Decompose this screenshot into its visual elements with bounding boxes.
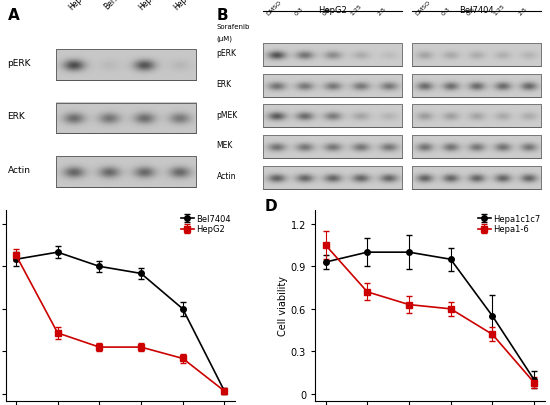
Bar [412,136,541,159]
Bar [263,44,402,67]
Legend: Bel7404, HepG2: Bel7404, HepG2 [181,214,230,234]
Text: 2.5: 2.5 [377,6,388,17]
Text: Bel7404: Bel7404 [459,6,494,15]
Text: Actin: Actin [217,171,236,180]
Text: Sorafenib: Sorafenib [217,24,250,30]
Bar [412,166,541,189]
Text: Actin: Actin [8,166,30,175]
Text: 1.25: 1.25 [349,4,362,17]
Bar [412,105,541,128]
Text: DMSO: DMSO [266,0,283,17]
Text: 0.3: 0.3 [294,6,304,17]
Text: HepG2: HepG2 [318,6,347,15]
Bar [412,166,541,189]
Text: 1.25: 1.25 [492,4,505,17]
Text: Hepa1-6: Hepa1-6 [138,0,167,12]
Text: pERK: pERK [8,59,31,68]
Text: D: D [265,199,277,214]
Bar [263,75,402,98]
Bar [263,136,402,159]
Bar [263,136,402,159]
Text: HepG2: HepG2 [67,0,92,12]
Text: (μM): (μM) [217,35,233,42]
Bar [412,136,541,159]
Bar [263,166,402,189]
Legend: Hepa1c1c7, Hepa1-6: Hepa1c1c7, Hepa1-6 [478,214,540,234]
Bar [263,166,402,189]
Bar [56,103,196,134]
Text: ERK: ERK [217,80,232,89]
Y-axis label: Cell viability: Cell viability [278,276,288,335]
Text: DMSO: DMSO [415,0,432,17]
Bar [263,105,402,128]
Bar [56,50,196,80]
Text: ERK: ERK [8,112,25,121]
Bar [56,103,196,134]
Text: 0.3: 0.3 [441,6,451,17]
Text: pERK: pERK [217,49,236,58]
Text: Hepa1c1c7: Hepa1c1c7 [172,0,209,12]
Text: 0.6: 0.6 [466,7,477,17]
Bar [412,44,541,67]
Bar [56,50,196,80]
Bar [412,44,541,67]
Text: A: A [8,8,19,23]
Text: 0.6: 0.6 [321,7,332,17]
Bar [412,105,541,128]
Bar [263,105,402,128]
Bar [263,44,402,67]
Text: MEK: MEK [217,141,233,150]
Text: Bel7404: Bel7404 [102,0,131,12]
Bar [56,157,196,187]
Text: B: B [217,8,228,23]
Text: 2.5: 2.5 [518,6,529,17]
Bar [412,75,541,98]
Text: pMEK: pMEK [217,110,238,119]
Bar [56,157,196,187]
Bar [412,75,541,98]
Bar [263,75,402,98]
